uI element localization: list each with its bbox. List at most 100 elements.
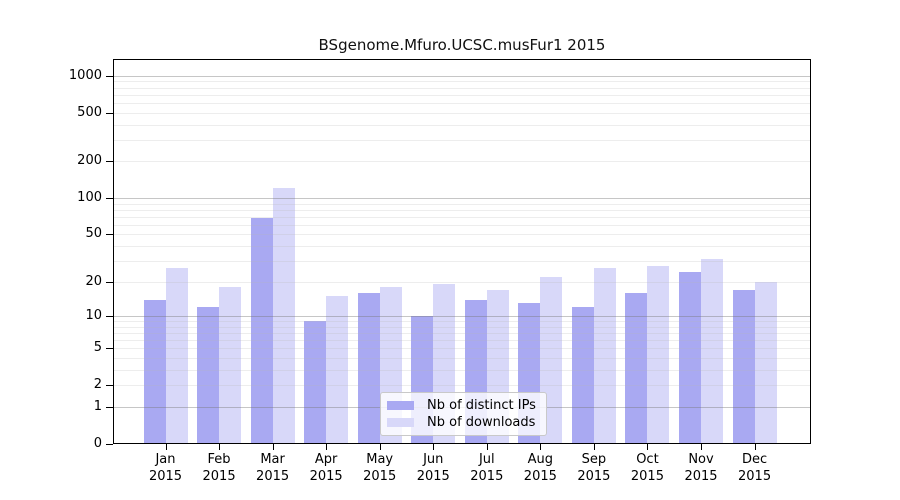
legend-item-distinct-ips: Nb of distinct IPs	[387, 398, 540, 413]
gridline-5	[113, 348, 811, 350]
bar-nb-of-downloads-feb	[219, 287, 242, 444]
x-tick-year: 2015	[523, 469, 557, 484]
x-tick-month: Mar	[260, 452, 285, 467]
gridline-20	[113, 281, 811, 283]
bar-nb-of-distinct-ips-nov	[679, 272, 701, 444]
bar-nb-of-downloads-oct	[647, 266, 670, 444]
gridline-90	[113, 203, 811, 205]
gridline-500	[113, 112, 811, 114]
gridline-40	[113, 246, 811, 248]
x-tick-month: Aug	[527, 452, 554, 467]
y-tick-mark-100	[106, 198, 113, 199]
gridline-700	[113, 94, 811, 96]
bar-nb-of-downloads-dec	[754, 281, 777, 444]
gridline-100	[113, 198, 811, 199]
bar-nb-of-downloads-nov	[701, 259, 723, 444]
x-tick-label-jun: Jun 2015	[405, 451, 461, 485]
y-tick-label-100: 100	[77, 190, 102, 205]
x-tick-month: Apr	[314, 452, 338, 467]
legend-label-downloads: Nb of downloads	[427, 415, 536, 430]
bar-nb-of-downloads-mar	[272, 187, 295, 444]
bar-nb-of-distinct-ips-may	[357, 293, 380, 444]
x-tick-year: 2015	[363, 469, 397, 484]
x-tick-year: 2015	[309, 469, 343, 484]
y-tick-mark-50	[106, 234, 113, 236]
x-tick-month: Jan	[155, 452, 176, 467]
gridline-400	[113, 124, 811, 126]
bar-nb-of-distinct-ips-oct	[625, 293, 648, 444]
x-tick-year: 2015	[148, 469, 183, 484]
gridline-8	[113, 326, 811, 328]
y-tick-mark-0	[106, 444, 113, 445]
gridline-2	[113, 385, 811, 387]
gridline-3	[113, 370, 811, 372]
legend-label-distinct-ips: Nb of distinct IPs	[427, 398, 536, 413]
y-tick-mark-2	[106, 385, 113, 387]
y-tick-label-500: 500	[77, 104, 102, 120]
bar-nb-of-distinct-ips-feb	[197, 307, 220, 444]
x-tick-year: 2015	[202, 469, 236, 484]
x-tick-mark-jul	[486, 444, 488, 450]
gridline-4	[113, 358, 811, 360]
x-tick-year: 2015	[630, 469, 664, 484]
gridline-7	[113, 333, 811, 335]
gridline-60	[113, 224, 811, 226]
y-tick-label-1: 1	[93, 399, 102, 415]
x-tick-month: Jun	[423, 452, 444, 467]
x-tick-year: 2015	[577, 469, 611, 484]
x-tick-label-feb: Feb 2015	[191, 451, 247, 485]
plot-area	[113, 59, 811, 444]
gridline-600	[113, 102, 811, 104]
x-tick-month: May	[366, 452, 394, 467]
y-tick-label-2: 2	[93, 377, 102, 393]
gridline-300	[113, 139, 811, 141]
x-tick-label-apr: Apr 2015	[298, 451, 354, 485]
x-tick-mark-aug	[540, 444, 542, 450]
gridline-10	[113, 316, 811, 318]
x-tick-year: 2015	[416, 469, 450, 484]
x-tick-mark-jan	[165, 444, 167, 450]
x-tick-year: 2015	[738, 469, 772, 484]
x-tick-label-may: May 2015	[352, 451, 408, 485]
legend-item-downloads: Nb of downloads	[387, 415, 540, 430]
x-tick-month: Dec	[741, 452, 768, 467]
y-tick-label-10: 10	[85, 308, 102, 324]
x-tick-label-jan: Jan 2015	[138, 451, 194, 485]
y-tick-mark-5	[106, 348, 113, 350]
gridline-50	[113, 234, 811, 236]
y-tick-mark-500	[106, 112, 113, 114]
y-tick-label-200: 200	[77, 153, 102, 169]
legend-swatch-distinct-ips	[387, 401, 414, 410]
gridline-70	[113, 216, 811, 218]
x-tick-month: Jul	[478, 452, 495, 467]
y-tick-mark-1000	[106, 75, 113, 77]
x-tick-year: 2015	[684, 469, 718, 484]
x-tick-label-dec: Dec 2015	[727, 451, 783, 485]
bar-nb-of-downloads-sep	[593, 268, 616, 444]
bar-nb-of-downloads-apr	[326, 296, 349, 444]
bar-nb-of-distinct-ips-apr	[304, 321, 327, 444]
y-tick-label-20: 20	[85, 273, 102, 289]
x-tick-year: 2015	[256, 469, 290, 484]
bar-nb-of-distinct-ips-sep	[571, 307, 594, 444]
y-tick-mark-10	[106, 316, 113, 318]
x-tick-label-aug: Aug 2015	[512, 451, 568, 485]
gridline-1000	[113, 75, 811, 77]
y-tick-mark-20	[106, 281, 113, 283]
x-tick-mark-dec	[754, 444, 756, 450]
y-tick-mark-1	[106, 407, 113, 409]
x-tick-mark-jun	[433, 444, 435, 450]
gridline-200	[113, 161, 811, 163]
x-tick-label-oct: Oct 2015	[619, 451, 675, 485]
gridline-80	[113, 209, 811, 211]
bar-nb-of-distinct-ips-dec	[732, 289, 755, 444]
x-tick-mark-may	[379, 444, 381, 450]
y-tick-label-0: 0	[93, 436, 102, 451]
bar-nb-of-distinct-ips-jan	[143, 299, 166, 444]
x-tick-month: Sep	[581, 452, 607, 467]
x-tick-month: Nov	[688, 452, 714, 467]
x-tick-mark-oct	[647, 444, 649, 450]
x-tick-mark-apr	[326, 444, 328, 450]
gridline-800	[113, 87, 811, 89]
